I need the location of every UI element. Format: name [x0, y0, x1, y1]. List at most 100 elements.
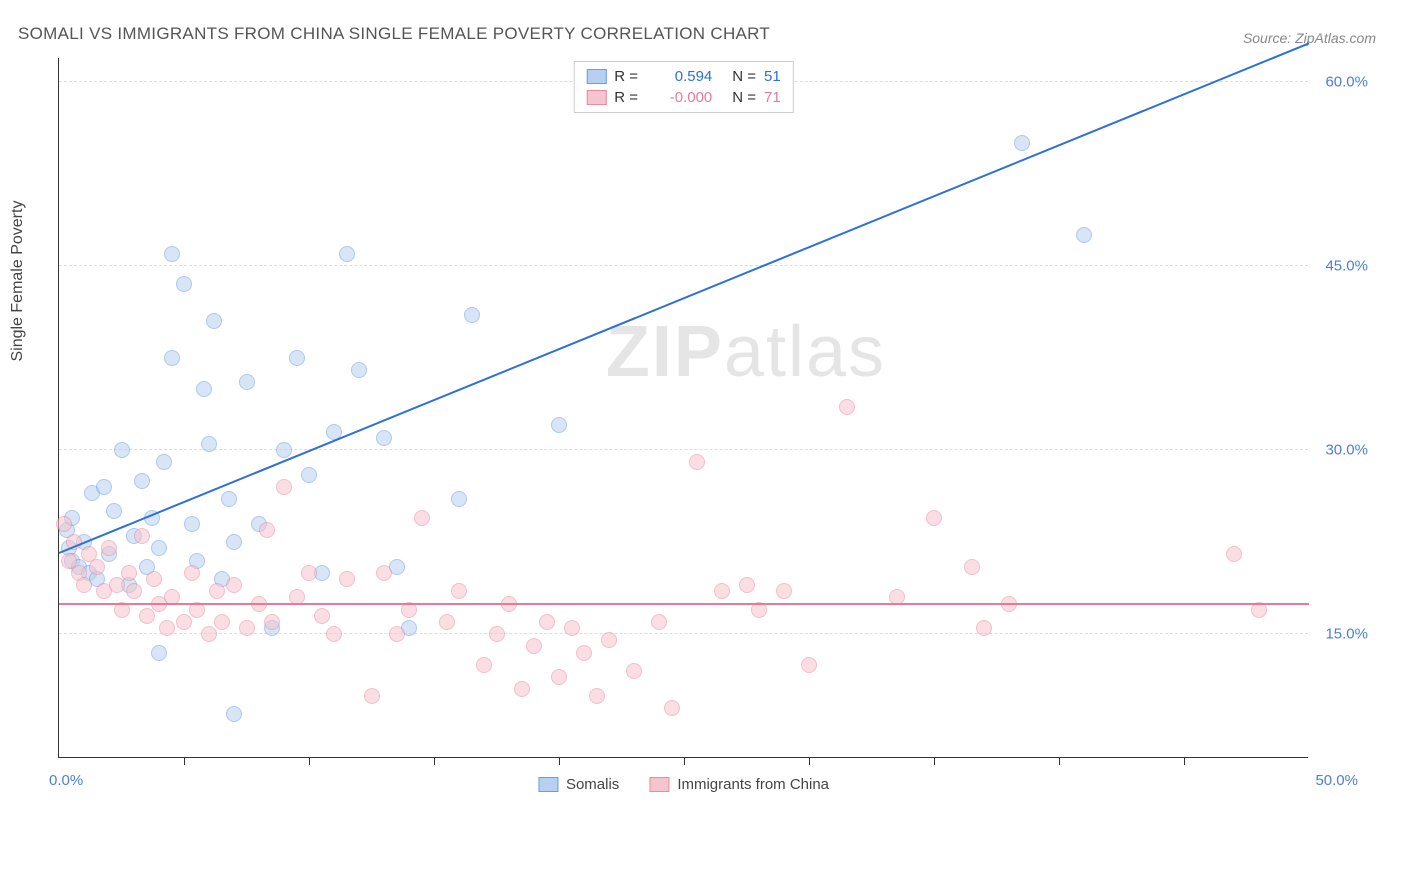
watermark-rest: atlas — [724, 312, 886, 392]
scatter-point — [301, 565, 317, 581]
scatter-point — [589, 688, 605, 704]
scatter-point — [201, 436, 217, 452]
scatter-point — [146, 571, 162, 587]
x-tick — [1184, 757, 1185, 765]
scatter-point — [351, 362, 367, 378]
legend-r-value: -0.000 — [652, 89, 712, 106]
scatter-point — [576, 645, 592, 661]
scatter-point — [839, 399, 855, 415]
legend-row: R =0.594N =51 — [586, 66, 780, 87]
scatter-point — [439, 614, 455, 630]
scatter-point — [626, 663, 642, 679]
x-tick — [184, 757, 185, 765]
scatter-point — [56, 516, 72, 532]
scatter-point — [89, 559, 105, 575]
legend-swatch — [586, 69, 606, 84]
scatter-point — [364, 688, 380, 704]
scatter-point — [209, 583, 225, 599]
watermark: ZIPatlas — [606, 311, 886, 393]
x-tick — [934, 757, 935, 765]
scatter-point — [489, 626, 505, 642]
scatter-point — [276, 479, 292, 495]
legend-r-label: R = — [614, 68, 644, 85]
legend-swatch — [586, 90, 606, 105]
scatter-point — [376, 565, 392, 581]
scatter-point — [289, 350, 305, 366]
y-tick-label: 60.0% — [1325, 73, 1368, 90]
legend-n-label: N = — [732, 89, 756, 106]
scatter-point — [151, 540, 167, 556]
scatter-point — [106, 503, 122, 519]
scatter-point — [926, 510, 942, 526]
scatter-point — [739, 577, 755, 593]
scatter-point — [1226, 546, 1242, 562]
scatter-point — [221, 491, 237, 507]
scatter-point — [964, 559, 980, 575]
scatter-point — [801, 657, 817, 673]
x-tick — [684, 757, 685, 765]
scatter-point — [776, 583, 792, 599]
scatter-point — [96, 479, 112, 495]
x-tick — [309, 757, 310, 765]
scatter-point — [414, 510, 430, 526]
scatter-point — [226, 577, 242, 593]
legend-top: R =0.594N =51R =-0.000N =71 — [573, 61, 793, 113]
scatter-point — [134, 473, 150, 489]
scatter-point — [164, 246, 180, 262]
scatter-point — [451, 583, 467, 599]
scatter-point — [1014, 135, 1030, 151]
scatter-point — [564, 620, 580, 636]
legend-swatch — [649, 777, 669, 792]
scatter-point — [121, 565, 137, 581]
scatter-point — [126, 583, 142, 599]
x-axis-max-label: 50.0% — [1315, 772, 1358, 789]
scatter-point — [114, 442, 130, 458]
scatter-point — [176, 276, 192, 292]
trend-line — [59, 603, 1309, 605]
scatter-point — [201, 626, 217, 642]
legend-series-label: Somalis — [566, 776, 619, 793]
y-gridline — [59, 265, 1308, 266]
legend-bottom: Somalis Immigrants from China — [538, 776, 829, 793]
scatter-point — [664, 700, 680, 716]
scatter-point — [1076, 227, 1092, 243]
scatter-point — [601, 632, 617, 648]
scatter-point — [326, 626, 342, 642]
plot-area: ZIPatlas R =0.594N =51R =-0.000N =71 0.0… — [58, 58, 1308, 758]
scatter-point — [514, 681, 530, 697]
scatter-point — [389, 626, 405, 642]
legend-r-value: 0.594 — [652, 68, 712, 85]
legend-series-label: Immigrants from China — [677, 776, 829, 793]
scatter-point — [239, 620, 255, 636]
legend-n-value: 71 — [764, 89, 781, 106]
scatter-point — [196, 381, 212, 397]
x-axis-min-label: 0.0% — [49, 772, 83, 789]
legend-bottom-item: Immigrants from China — [649, 776, 829, 793]
scatter-point — [339, 246, 355, 262]
legend-n-value: 51 — [764, 68, 781, 85]
y-tick-label: 15.0% — [1325, 626, 1368, 643]
scatter-point — [376, 430, 392, 446]
chart-container: Single Female Poverty ZIPatlas R =0.594N… — [58, 58, 1368, 808]
legend-r-label: R = — [614, 89, 644, 106]
scatter-point — [264, 614, 280, 630]
scatter-point — [76, 577, 92, 593]
scatter-point — [164, 350, 180, 366]
scatter-point — [156, 454, 172, 470]
legend-bottom-item: Somalis — [538, 776, 619, 793]
scatter-point — [276, 442, 292, 458]
scatter-point — [539, 614, 555, 630]
scatter-point — [651, 614, 667, 630]
scatter-point — [301, 467, 317, 483]
scatter-point — [714, 583, 730, 599]
scatter-point — [476, 657, 492, 673]
scatter-point — [206, 313, 222, 329]
chart-title: SOMALI VS IMMIGRANTS FROM CHINA SINGLE F… — [18, 24, 770, 44]
legend-swatch — [538, 777, 558, 792]
y-tick-label: 45.0% — [1325, 257, 1368, 274]
scatter-point — [109, 577, 125, 593]
scatter-point — [339, 571, 355, 587]
scatter-point — [139, 608, 155, 624]
x-tick — [434, 757, 435, 765]
scatter-point — [176, 614, 192, 630]
